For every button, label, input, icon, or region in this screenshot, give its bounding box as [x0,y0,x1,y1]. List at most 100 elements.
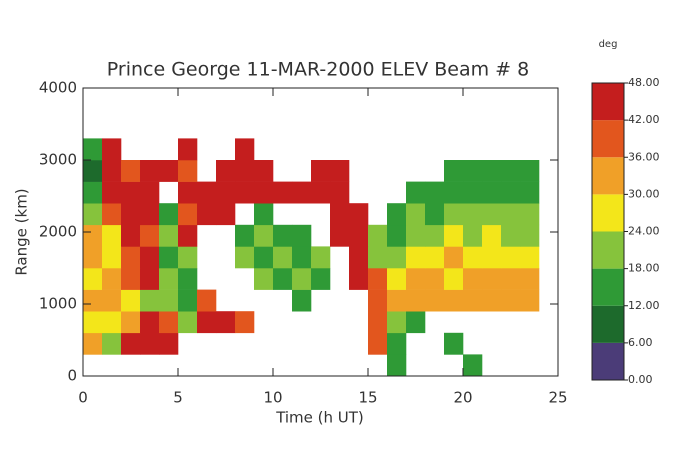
heatmap-cell [178,203,198,226]
heatmap-cell [311,268,331,290]
heatmap-cell [83,203,103,226]
y-tick-label: 3000 [39,151,77,169]
heatmap-cell [406,246,426,269]
y-tick-label: 0 [67,367,77,385]
heatmap-cell [368,246,388,269]
heatmap-cell [463,354,483,377]
heatmap-cell [368,332,388,355]
heatmap-cell [463,181,483,204]
colorbar-swatch [592,194,624,232]
heatmap-cell [102,203,122,226]
heatmap-cell [520,224,540,247]
heatmap-cell [254,224,274,247]
heatmap-cell [273,224,293,247]
colorbar-swatch [592,120,624,158]
heatmap-cell [102,311,122,334]
heatmap-cell [463,268,483,290]
heatmap-cell [254,160,274,182]
colorbar-tick-label: 42.00 [628,113,660,126]
y-axis-label: Range (km) [13,188,31,275]
heatmap-cell [178,268,198,290]
heatmap-cell [159,332,179,355]
heatmap-cell [83,138,103,161]
x-tick-label: 0 [78,389,88,407]
heatmap-cell [178,311,198,334]
heatmap-cell [330,181,350,204]
heatmap-cell [292,181,312,204]
heatmap-cell [444,203,464,226]
heatmap-cell [254,181,274,204]
heatmap-cell [140,246,160,269]
heatmap-cell [292,268,312,290]
heatmap-cell [235,160,255,182]
heatmap-cell [83,289,103,312]
heatmap-cell [140,268,160,290]
heatmap-cell [349,246,369,269]
heatmap-cell [140,289,160,312]
x-tick-label: 25 [548,389,567,407]
heatmap-cell [102,138,122,161]
heatmap-cell [311,246,331,269]
heatmap-cell [520,289,540,312]
heatmap-cell [140,181,160,204]
heatmap-cell [444,160,464,182]
heatmap-cell [159,268,179,290]
heatmap-cell [463,289,483,312]
colorbar-title: deg [599,39,618,50]
heatmap-cell [425,181,445,204]
heatmap-cell [197,203,217,226]
heatmap-cell [387,268,407,290]
heatmap-cell [425,268,445,290]
colorbar-tick-label: 6.00 [628,336,653,349]
heatmap-cell [463,246,483,269]
heatmap-cell [444,181,464,204]
heatmap-cell [83,181,103,204]
heatmap-cell [425,203,445,226]
heatmap-cell [368,289,388,312]
heatmap-cell [121,332,141,355]
heatmap-cell [197,181,217,204]
heatmap-cell [83,224,103,247]
heatmap-cell [121,181,141,204]
heatmap-cell [235,224,255,247]
heatmap-cell [121,246,141,269]
heatmap-cell [83,160,103,182]
colorbar-tick-label: 18.00 [628,262,660,275]
heatmap-cell [140,224,160,247]
heatmap-cell [444,224,464,247]
heatmap-cell [102,160,122,182]
colorbar-swatch [592,268,624,306]
heatmap-cell [387,246,407,269]
heatmap-cell [197,311,217,334]
heatmap-cell [520,246,540,269]
heatmap-cell [140,203,160,226]
heatmap-cell [235,138,255,161]
colorbar-tick-label: 12.00 [628,299,660,312]
heatmap-cell [482,268,502,290]
heatmap-cell [121,268,141,290]
heatmap-cell [501,224,521,247]
heatmap-cell [197,289,217,312]
heatmap-cell [159,224,179,247]
x-tick-label: 5 [173,389,183,407]
heatmap-cell [406,268,426,290]
x-axis-label: Time (h UT) [275,409,364,427]
heatmap-cell [254,203,274,226]
heatmap-cell [292,246,312,269]
heatmap-cell [159,246,179,269]
heatmap-cell [387,311,407,334]
heatmap-cell [463,224,483,247]
heatmap-cell [216,160,236,182]
heatmap-cell [349,268,369,290]
heatmap-cell [83,268,103,290]
heatmap-cell [520,181,540,204]
heatmap-cell [387,332,407,355]
heatmap-cell [178,160,198,182]
heatmap-cell [406,181,426,204]
heatmap-cell [406,203,426,226]
heatmap-cell [311,160,331,182]
heatmap-cell [159,289,179,312]
y-tick-label: 4000 [39,79,77,97]
colorbar-tick-label: 30.00 [628,187,660,200]
